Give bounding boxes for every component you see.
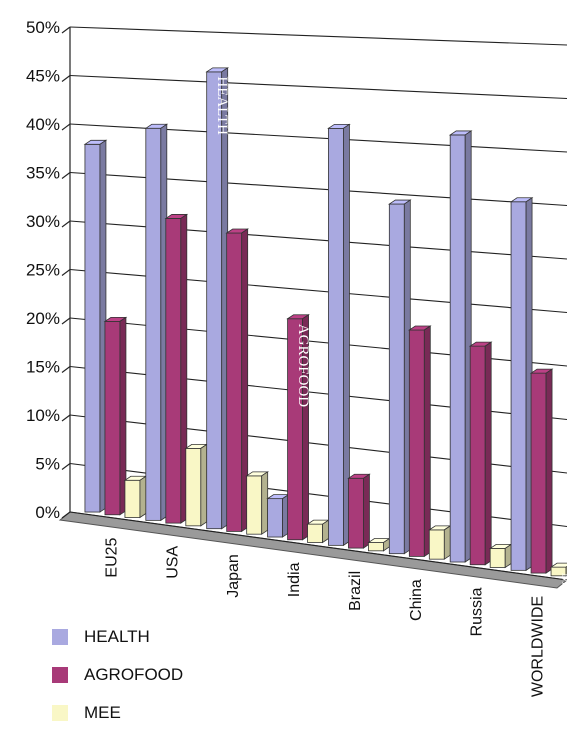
legend-swatch-mee: [52, 705, 68, 721]
bar-usa-mee: [184, 443, 209, 527]
x-tick-label-china: China: [408, 579, 425, 621]
gridline-0: [69, 511, 567, 581]
x-tick-label-eu25: EU25: [103, 537, 120, 577]
x-tick-label-usa: USA: [164, 546, 181, 579]
y-tick-mark-50: [61, 26, 71, 34]
y-tick-label: 50%: [26, 18, 60, 37]
y-tick-label: 35%: [26, 164, 60, 183]
legend-item-agrofood: AGROFOOD: [52, 656, 183, 694]
bar-japan-agrofood: [225, 228, 250, 533]
y-tick-label: 20%: [26, 309, 60, 328]
bar-label-mee: MEE: [559, 573, 567, 605]
bar-russia-agrofood: [468, 341, 493, 566]
y-axis: 0% 5% 10% 15% 20% 25% 30% 35% 40% 45% 50%: [26, 18, 71, 522]
legend-label-health: HEALTH: [84, 627, 150, 646]
bars: HEALTH AGROFOOD MEE: [83, 67, 567, 605]
y-tick-mark-0: [61, 511, 71, 519]
legend-item-mee: MEE: [52, 694, 183, 732]
bar-china-agrofood: [407, 325, 432, 558]
bar-label-agrofood: AGROFOOD: [295, 324, 311, 408]
y-tick-label: 15%: [26, 358, 60, 377]
bar-chart: 0% 5% 10% 15% 20% 25% 30% 35% 40% 45% 50% HEALTH AG…: [26, 18, 567, 697]
bar-china-health: [387, 199, 412, 555]
x-tick-label-russia: Russia: [469, 587, 486, 636]
y-tick-label: 40%: [26, 115, 60, 134]
legend-swatch-health: [52, 629, 68, 645]
bar-eu25-mee: [123, 475, 148, 519]
y-tick-mark-20: [61, 317, 71, 325]
bar-worldwide-health: [509, 197, 534, 572]
y-tick-label: 0%: [35, 503, 60, 522]
x-axis: EU25 USA Japan India Brazil China Russia WORLDW…: [103, 537, 546, 697]
x-tick-label-brazil: Brazil: [347, 571, 364, 611]
legend-label-agrofood: AGROFOOD: [84, 665, 184, 684]
y-tick-mark-30: [61, 220, 71, 228]
bar-india-mee: [306, 519, 330, 544]
legend-item-health: HEALTH: [52, 618, 183, 656]
y-tick-mark-15: [61, 366, 71, 373]
bar-eu25-agrofood: [103, 316, 128, 516]
bar-brazil-health: [327, 123, 351, 547]
bar-brazil-agrofood: [347, 473, 371, 549]
y-tick-label: 25%: [26, 261, 60, 280]
y-tick-label: 10%: [26, 406, 60, 425]
x-tick-label-japan: Japan: [225, 554, 242, 598]
y-tick-mark-45: [61, 75, 71, 82]
bar-japan-health: [205, 67, 230, 530]
gridline-45: [69, 74, 567, 100]
bar-worldwide-mee: [549, 562, 567, 577]
bar-usa-health: [144, 123, 169, 522]
gridline-50: [69, 26, 567, 46]
x-tick-label-worldwide: WORLDWIDE: [530, 596, 547, 697]
bar-brazil-mee: [367, 537, 391, 552]
legend-swatch-agrofood: [52, 667, 68, 683]
bar-russia-health: [448, 130, 473, 563]
bar-china-mee: [427, 525, 452, 560]
bar-label-health: HEALTH: [214, 76, 230, 135]
y-tick-mark-5: [61, 463, 71, 470]
bar-india-agrofood: [286, 313, 310, 541]
bar-japan-mee: [245, 471, 270, 535]
legend-label-mee: MEE: [84, 703, 121, 722]
y-tick-mark-40: [61, 123, 71, 131]
y-tick-mark-25: [61, 269, 71, 276]
bar-worldwide-agrofood: [529, 368, 554, 574]
legend: HEALTH AGROFOOD MEE: [52, 618, 183, 732]
y-tick-mark-35: [61, 172, 71, 179]
back-wall: [70, 27, 567, 580]
y-tick-label: 5%: [35, 455, 60, 474]
x-tick-label-india: India: [286, 562, 303, 597]
bar-eu25-health: [83, 139, 108, 513]
y-tick-label: 30%: [26, 212, 60, 231]
chart-walls: [58, 27, 567, 589]
bar-usa-agrofood: [164, 213, 189, 524]
y-tick-label: 45%: [26, 67, 60, 86]
y-tick-mark-10: [61, 414, 71, 422]
bar-india-health: [266, 493, 290, 538]
bar-russia-mee: [488, 543, 513, 569]
